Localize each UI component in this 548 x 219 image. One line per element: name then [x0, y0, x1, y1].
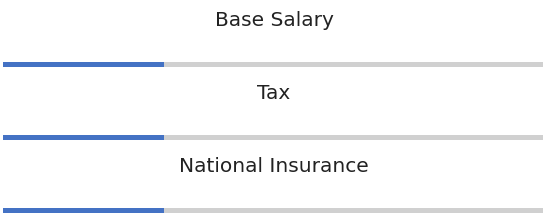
Bar — [3, 62, 543, 67]
Text: Base Salary: Base Salary — [215, 11, 333, 30]
Text: National Insurance: National Insurance — [179, 157, 369, 176]
Bar — [3, 135, 164, 140]
Bar — [3, 135, 543, 140]
Bar — [3, 208, 543, 212]
Bar — [3, 208, 164, 212]
Text: Tax: Tax — [258, 84, 290, 103]
Bar — [3, 62, 164, 67]
